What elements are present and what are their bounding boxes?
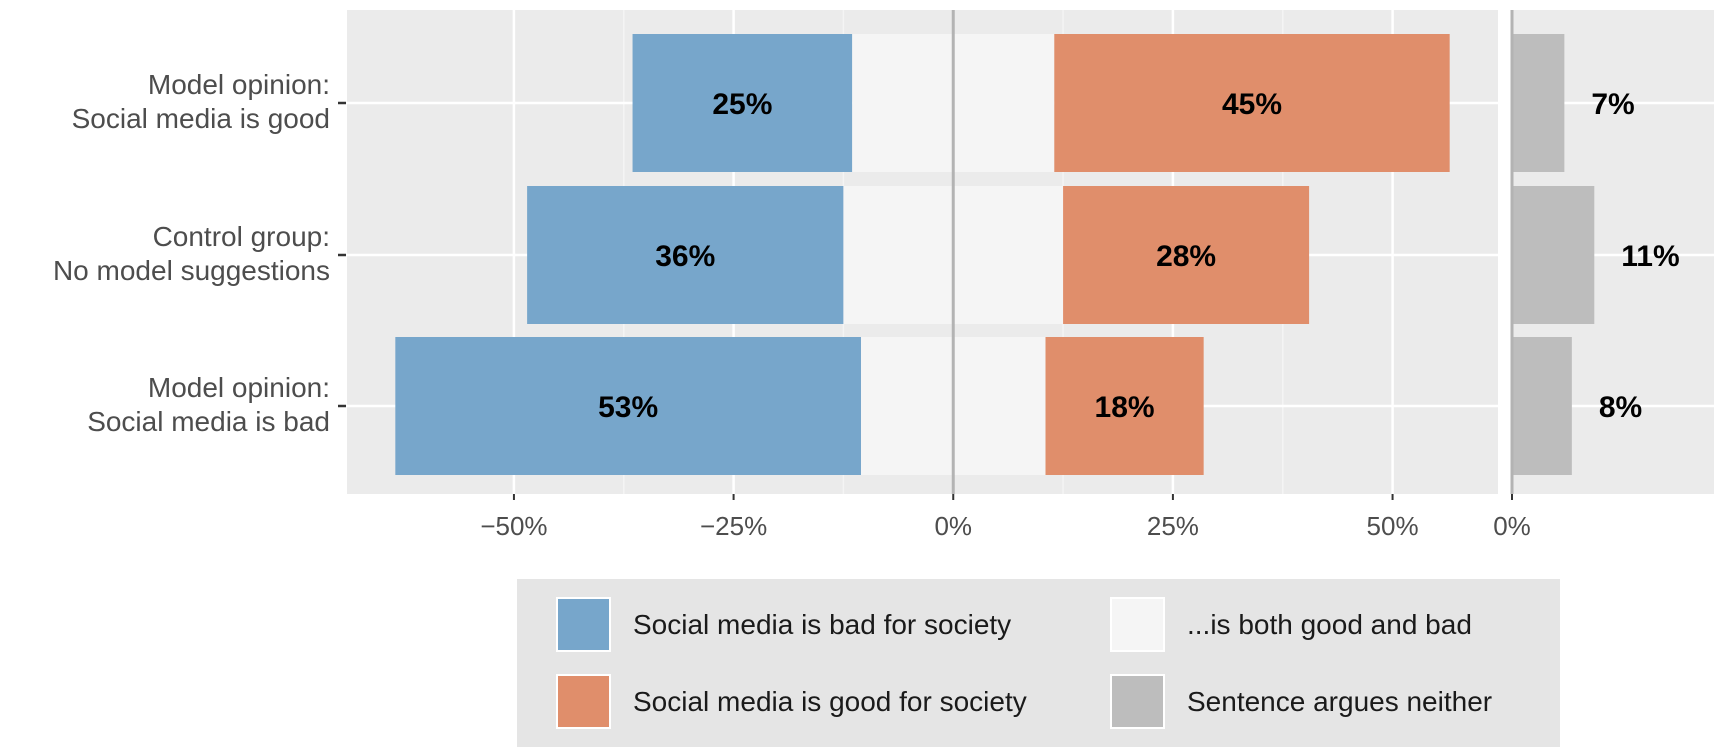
bar-good-0	[1054, 34, 1450, 172]
legend-swatch-2	[556, 674, 611, 729]
bar-good-1	[1063, 186, 1310, 324]
bar-label-neither-2: 8%	[1599, 391, 1642, 424]
category-label-2: Model opinion: Social media is bad	[87, 372, 330, 437]
legend-label-1: ...is both good and bad	[1187, 609, 1472, 640]
category-label-1: Control group: No model suggestions	[53, 221, 330, 286]
bar-bad-0	[632, 34, 853, 172]
legend-label-2: Social media is good for society	[633, 686, 1027, 717]
bar-label-bad-2: 53%	[598, 391, 658, 424]
bar-label-good-2: 18%	[1095, 391, 1155, 424]
bar-label-good-0: 45%	[1222, 88, 1282, 121]
x-tick-label: 0%	[934, 511, 972, 541]
category-label-0: Model opinion: Social media is good	[72, 69, 330, 134]
legend-label-3: Sentence argues neither	[1187, 686, 1492, 717]
x-tick-label: −50%	[480, 511, 547, 541]
bar-label-bad-1: 36%	[655, 240, 715, 273]
bar-bad-1	[527, 186, 844, 324]
category-label-line: Social media is good	[72, 103, 330, 134]
legend-swatch-3	[1110, 674, 1165, 729]
category-label-line: Control group:	[153, 221, 330, 252]
bar-label-good-1: 28%	[1156, 240, 1216, 273]
category-label-line: Model opinion:	[148, 372, 330, 403]
bar-label-bad-0: 25%	[712, 88, 772, 121]
bar-neither-1	[1512, 186, 1595, 324]
side-x-tick-label: 0%	[1493, 511, 1531, 541]
category-label-line: No model suggestions	[53, 255, 330, 286]
bar-good-2	[1045, 337, 1204, 475]
x-tick-label: 50%	[1367, 511, 1419, 541]
bar-bad-2	[395, 337, 861, 475]
category-label-line: Social media is bad	[87, 406, 330, 437]
bar-label-neither-1: 11%	[1621, 240, 1679, 273]
bar-label-neither-0: 7%	[1591, 88, 1634, 121]
legend-swatch-0	[556, 597, 611, 652]
bar-neither-2	[1512, 337, 1572, 475]
legend-box	[517, 579, 1560, 747]
legend-label-0: Social media is bad for society	[633, 609, 1011, 640]
x-tick-label: −25%	[700, 511, 767, 541]
legend-swatch-1	[1110, 597, 1165, 652]
category-label-line: Model opinion:	[148, 69, 330, 100]
bar-neither-0	[1512, 34, 1565, 172]
x-tick-label: 25%	[1147, 511, 1199, 541]
